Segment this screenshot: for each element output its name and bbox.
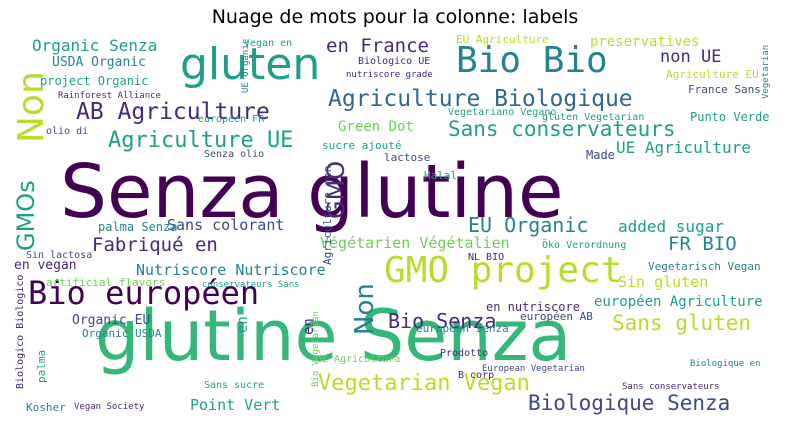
cloud-word: Made [586,148,615,162]
cloud-word: Sans conservateurs [448,117,676,141]
cloud-word: Rainforest Alliance [58,91,161,101]
cloud-word: European Vegetarian [482,364,585,374]
cloud-word: Non [350,283,380,335]
cloud-word: Organic EU [72,313,151,328]
cloud-word: Organic Senza [32,36,158,55]
cloud-word: Non [12,71,52,143]
cloud-word: Sin gluten [618,273,709,291]
cloud-word: européen AB [520,310,593,323]
cloud-word: UE Organic [241,38,251,93]
cloud-word: gluten [180,39,321,90]
cloud-word: Végétarien Végétalien [320,234,510,252]
cloud-word: Biologique en [690,359,761,369]
cloud-word: Vegetarian [761,44,771,99]
cloud-word: Prodotto [440,348,489,359]
cloud-word: européen FR [198,114,265,125]
cloud-word: Biologico Biologico [15,274,26,389]
cloud-word: NL BIO [468,252,505,263]
cloud-word: européen Senza [416,322,509,335]
cloud-word: preservatives [590,34,700,50]
cloud-word: Halal [424,169,458,182]
cloud-word: Bio européen [28,274,260,312]
cloud-word: européen Agriculture [594,294,763,310]
cloud-word: Bio Senza [388,309,497,333]
cloud-word: EU Organic [468,213,589,237]
cloud-word: UE Agriculture [616,138,751,157]
cloud-word: Sans conservateurs [622,382,720,392]
cloud-word: Point Vert [190,396,281,414]
cloud-word: project Organic [40,74,149,88]
cloud-word: Organic USDA [82,327,162,340]
cloud-word: en nutriscore [486,300,580,314]
cloud-word: Kosher [26,401,66,414]
cloud-word: Sin lactosa [26,250,93,261]
cloud-word: GMO project [384,250,623,291]
cloud-word: B corp [458,370,495,381]
cloud-word: Vegetarisch Vegan [648,260,761,273]
cloud-word: Bio Vegetarian [311,311,321,387]
cloud-word: GMOs [12,180,40,251]
cloud-word: France Sans [688,83,761,96]
cloud-word: glutine Senza [95,295,572,377]
cloud-word: Biologico UE [358,56,431,67]
cloud-word: gluten Vegetarian [542,112,645,123]
cloud-word: palma Senza [98,220,178,234]
cloud-word: Punto Verde [690,110,770,124]
cloud-word: added sugar [618,217,724,236]
cloud-word: Vegan en [244,38,293,49]
cloud-word: Vegetariano Vegano [448,107,557,118]
cloud-word: AB Agriculture [76,99,270,125]
cloud-word: Sans colorant [167,216,285,234]
cloud-word: Agriculture UE [108,128,294,153]
cloud-word: Senza olio [204,149,265,160]
cloud-word: Agriculture non [321,165,334,265]
cloud-word: Fabriqué en [92,234,218,256]
cloud-word: Vegan Society [74,402,145,412]
cloud-word: UE Agricoltura [316,354,401,365]
cloud-word: Öko Verordnung [542,240,627,251]
cloud-word: palma [35,349,48,383]
cloud-word: olio di [46,126,89,137]
cloud-word: Senza glutine [60,149,564,235]
cloud-word: FR BIO [668,233,737,255]
cloud-title: Nuage de mots pour la colonne: labels [211,6,579,28]
cloud-word: Vegetarian Vegan [318,371,530,396]
cloud-word: artificial flavors [46,276,166,289]
cloud-word: Agriculture Biologique [328,86,633,112]
cloud-word: Biologique Senza [528,391,731,415]
cloud-word: USDA Organic [52,55,146,70]
cloud-word: Agriculture EU [666,68,759,81]
cloud-word: nutriscore grade [346,70,433,80]
cloud-word: en [235,316,251,333]
cloud-word: Sans gluten [612,311,752,335]
cloud-word: en France [326,35,429,57]
word-cloud: Senza glutine glutine Senza gluten Bio Bio G… [12,33,778,419]
cloud-word: Bio Bio [456,40,608,81]
cloud-word: lactose [384,151,431,164]
cloud-word: Nutriscore Nutriscore [136,261,326,279]
cloud-word: Sans sucre [204,380,265,391]
cloud-word: non UE [660,47,722,67]
cloud-word: EU Agriculture [456,33,549,46]
cloud-word: en vegan [14,258,77,273]
cloud-word: conservateurs Sans [202,280,300,290]
cloud-word: sucre ajouté [322,139,402,152]
cloud-word: Green Dot [338,119,414,135]
